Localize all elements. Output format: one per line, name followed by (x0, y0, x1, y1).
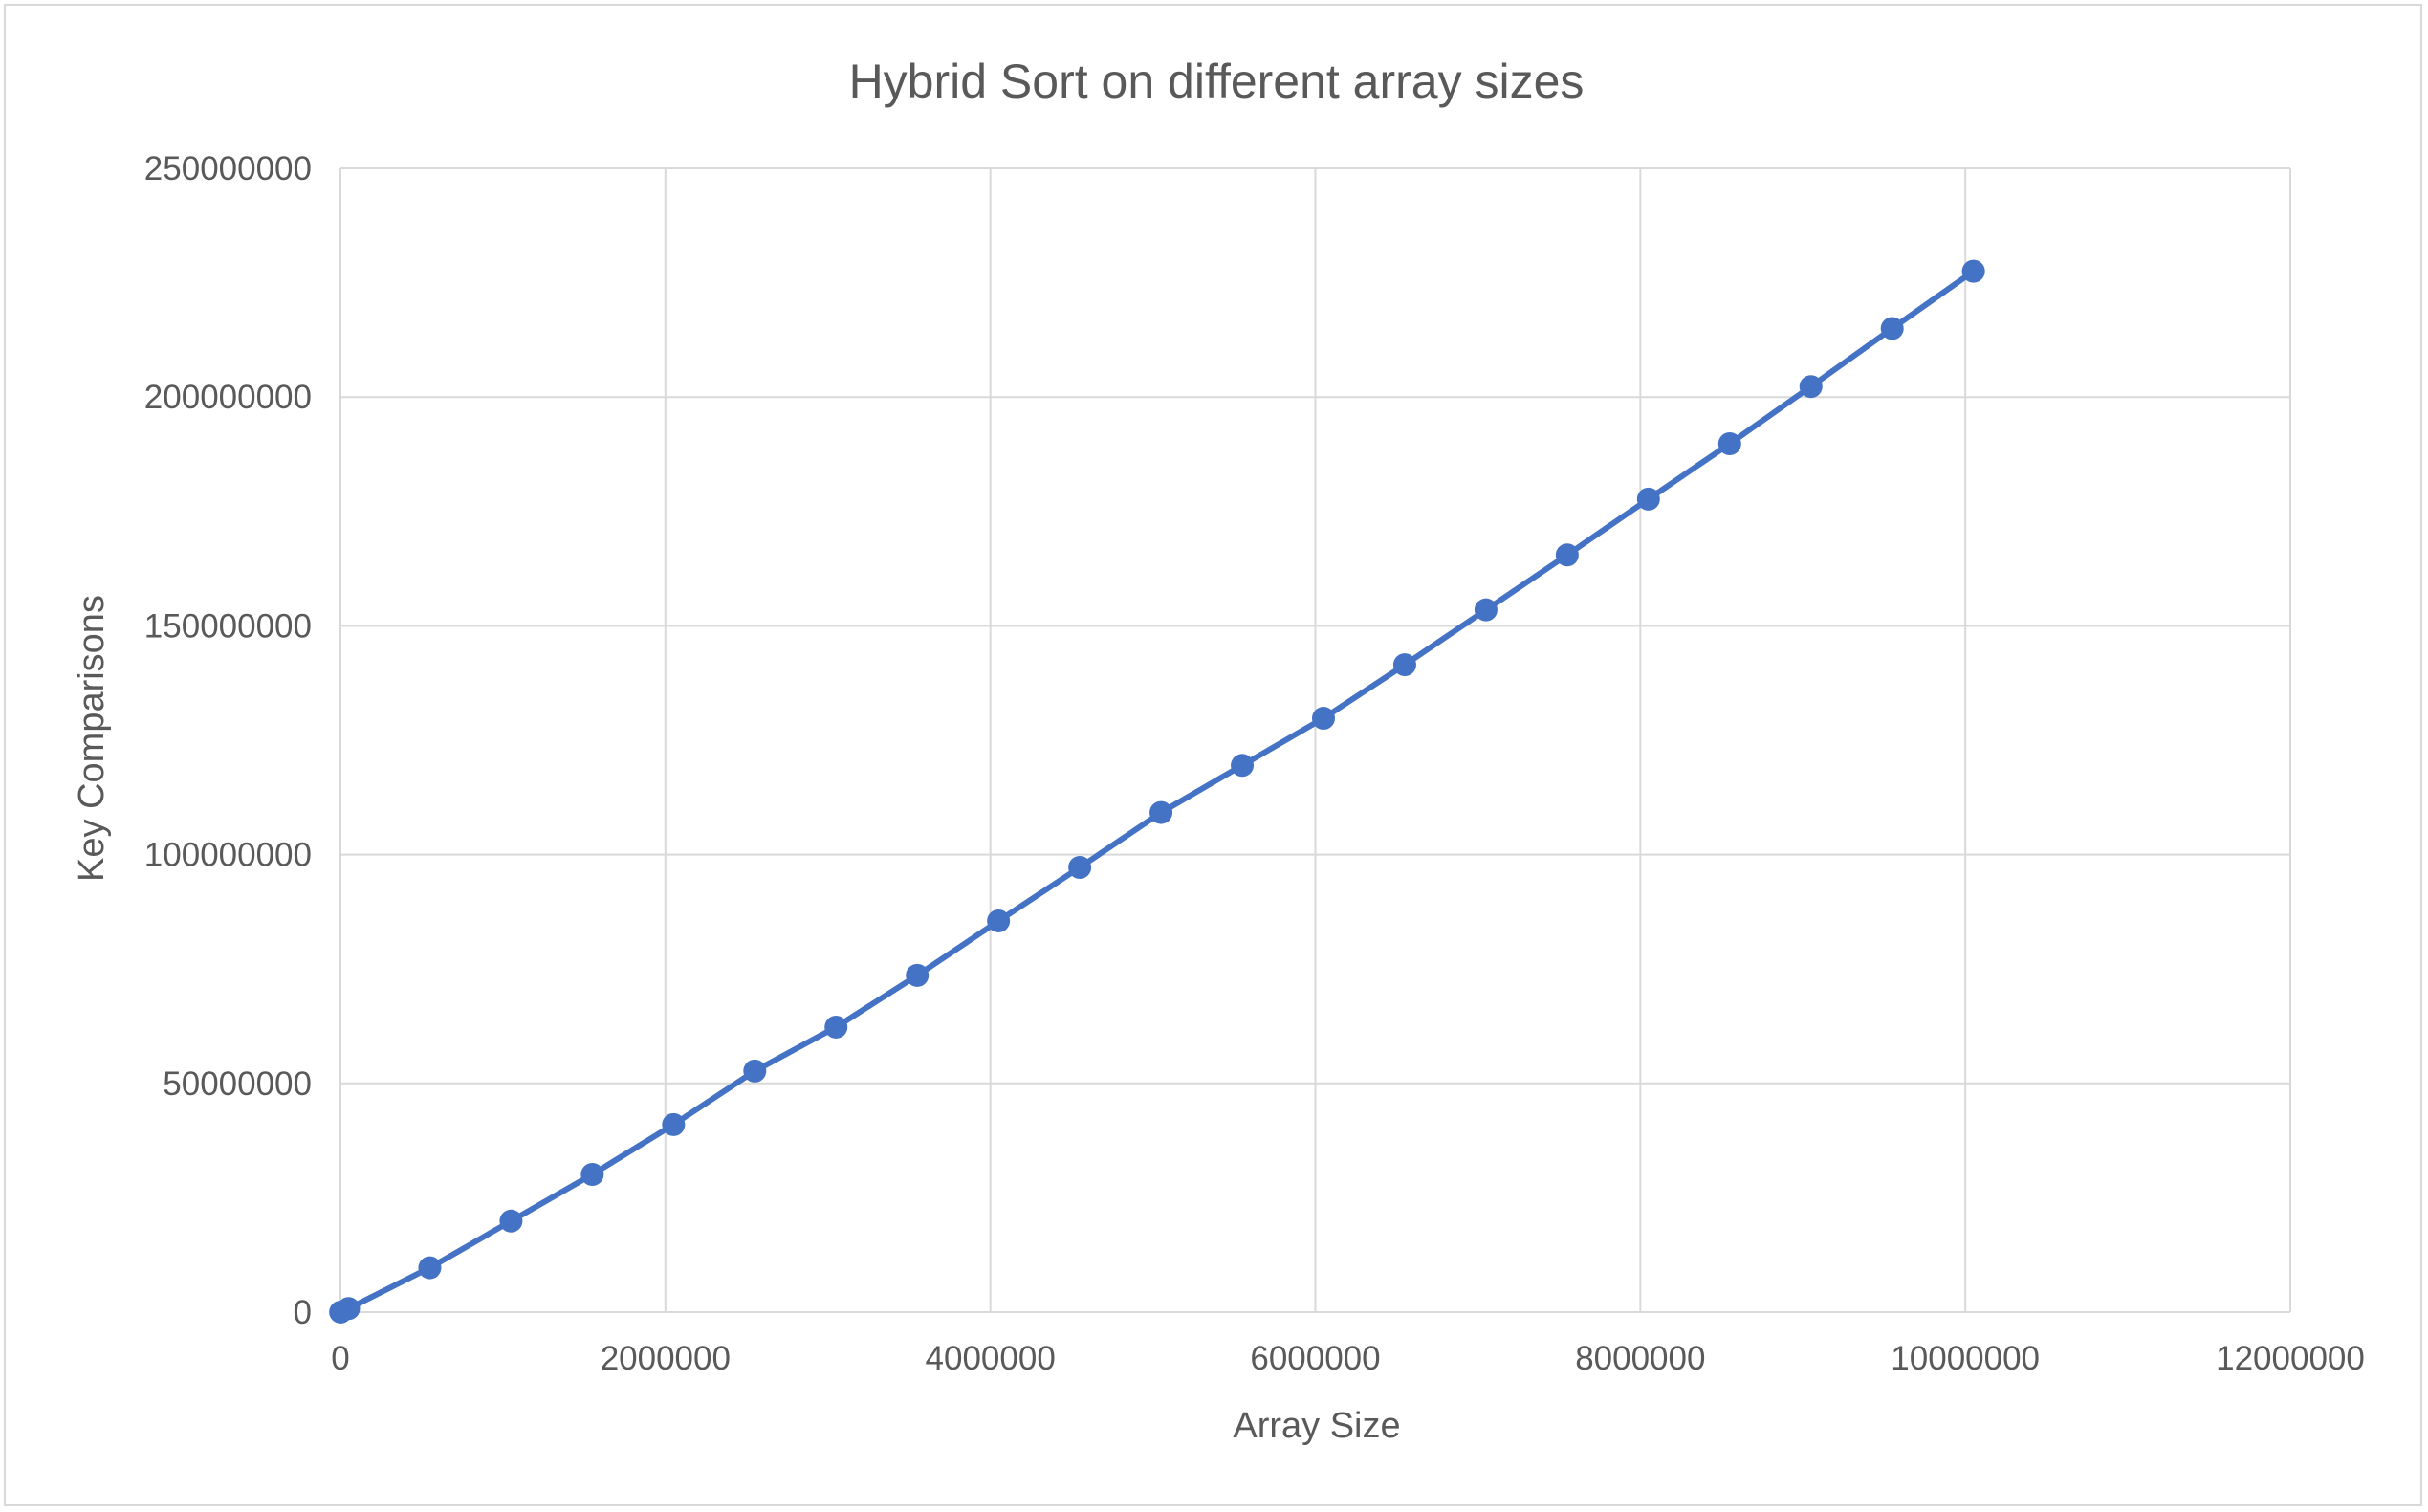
tick-labels: 0500000001000000001500000002000000002500… (144, 150, 2365, 1377)
x-axis-title: Array Size (1233, 1406, 1400, 1446)
data-point (743, 1059, 767, 1083)
x-tick-label: 12000000 (2216, 1340, 2365, 1377)
x-tick-label: 2000000 (601, 1340, 731, 1377)
y-tick-label: 50000000 (163, 1065, 312, 1103)
y-tick-label: 250000000 (144, 150, 312, 187)
data-point (337, 1297, 361, 1321)
chart-title: Hybrid Sort on different array sizes (849, 55, 1585, 108)
data-point (1392, 653, 1416, 677)
data-point (1636, 487, 1660, 511)
gridlines (339, 167, 2291, 1313)
data-point (1149, 800, 1173, 824)
data-point (1717, 431, 1741, 455)
data-point (1311, 707, 1335, 731)
x-tick-label: 6000000 (1250, 1340, 1380, 1377)
y-tick-label: 0 (294, 1294, 312, 1331)
data-point (1880, 317, 1904, 340)
data-point (1961, 259, 1985, 283)
series-line (338, 268, 1977, 1315)
x-tick-label: 4000000 (926, 1340, 1056, 1377)
x-tick-label: 10000000 (1891, 1340, 2040, 1377)
data-point (1799, 375, 1823, 399)
data-point (906, 963, 930, 987)
y-tick-label: 150000000 (144, 607, 312, 645)
data-point (1555, 543, 1579, 567)
data-point (418, 1256, 442, 1280)
chart-frame: Hybrid Sort on different array sizes Arr… (4, 4, 2422, 1506)
chart: Hybrid Sort on different array sizes Arr… (72, 55, 2365, 1446)
data-series (329, 259, 1985, 1324)
data-point (499, 1209, 523, 1233)
data-point (662, 1112, 686, 1136)
x-tick-label: 8000000 (1575, 1340, 1705, 1377)
data-point (580, 1163, 604, 1187)
y-tick-label: 100000000 (144, 837, 312, 874)
y-axis-title: Key Comparisons (72, 595, 112, 882)
data-point (824, 1015, 848, 1039)
data-point (987, 909, 1011, 932)
data-point (1231, 754, 1255, 778)
data-point (1068, 855, 1092, 879)
data-point (1474, 598, 1498, 622)
x-tick-label: 0 (331, 1340, 349, 1377)
y-tick-label: 200000000 (144, 379, 312, 416)
